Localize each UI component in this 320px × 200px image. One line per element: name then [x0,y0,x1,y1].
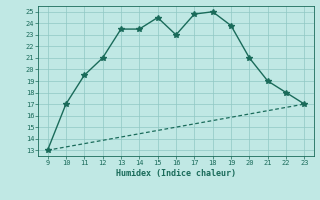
X-axis label: Humidex (Indice chaleur): Humidex (Indice chaleur) [116,169,236,178]
